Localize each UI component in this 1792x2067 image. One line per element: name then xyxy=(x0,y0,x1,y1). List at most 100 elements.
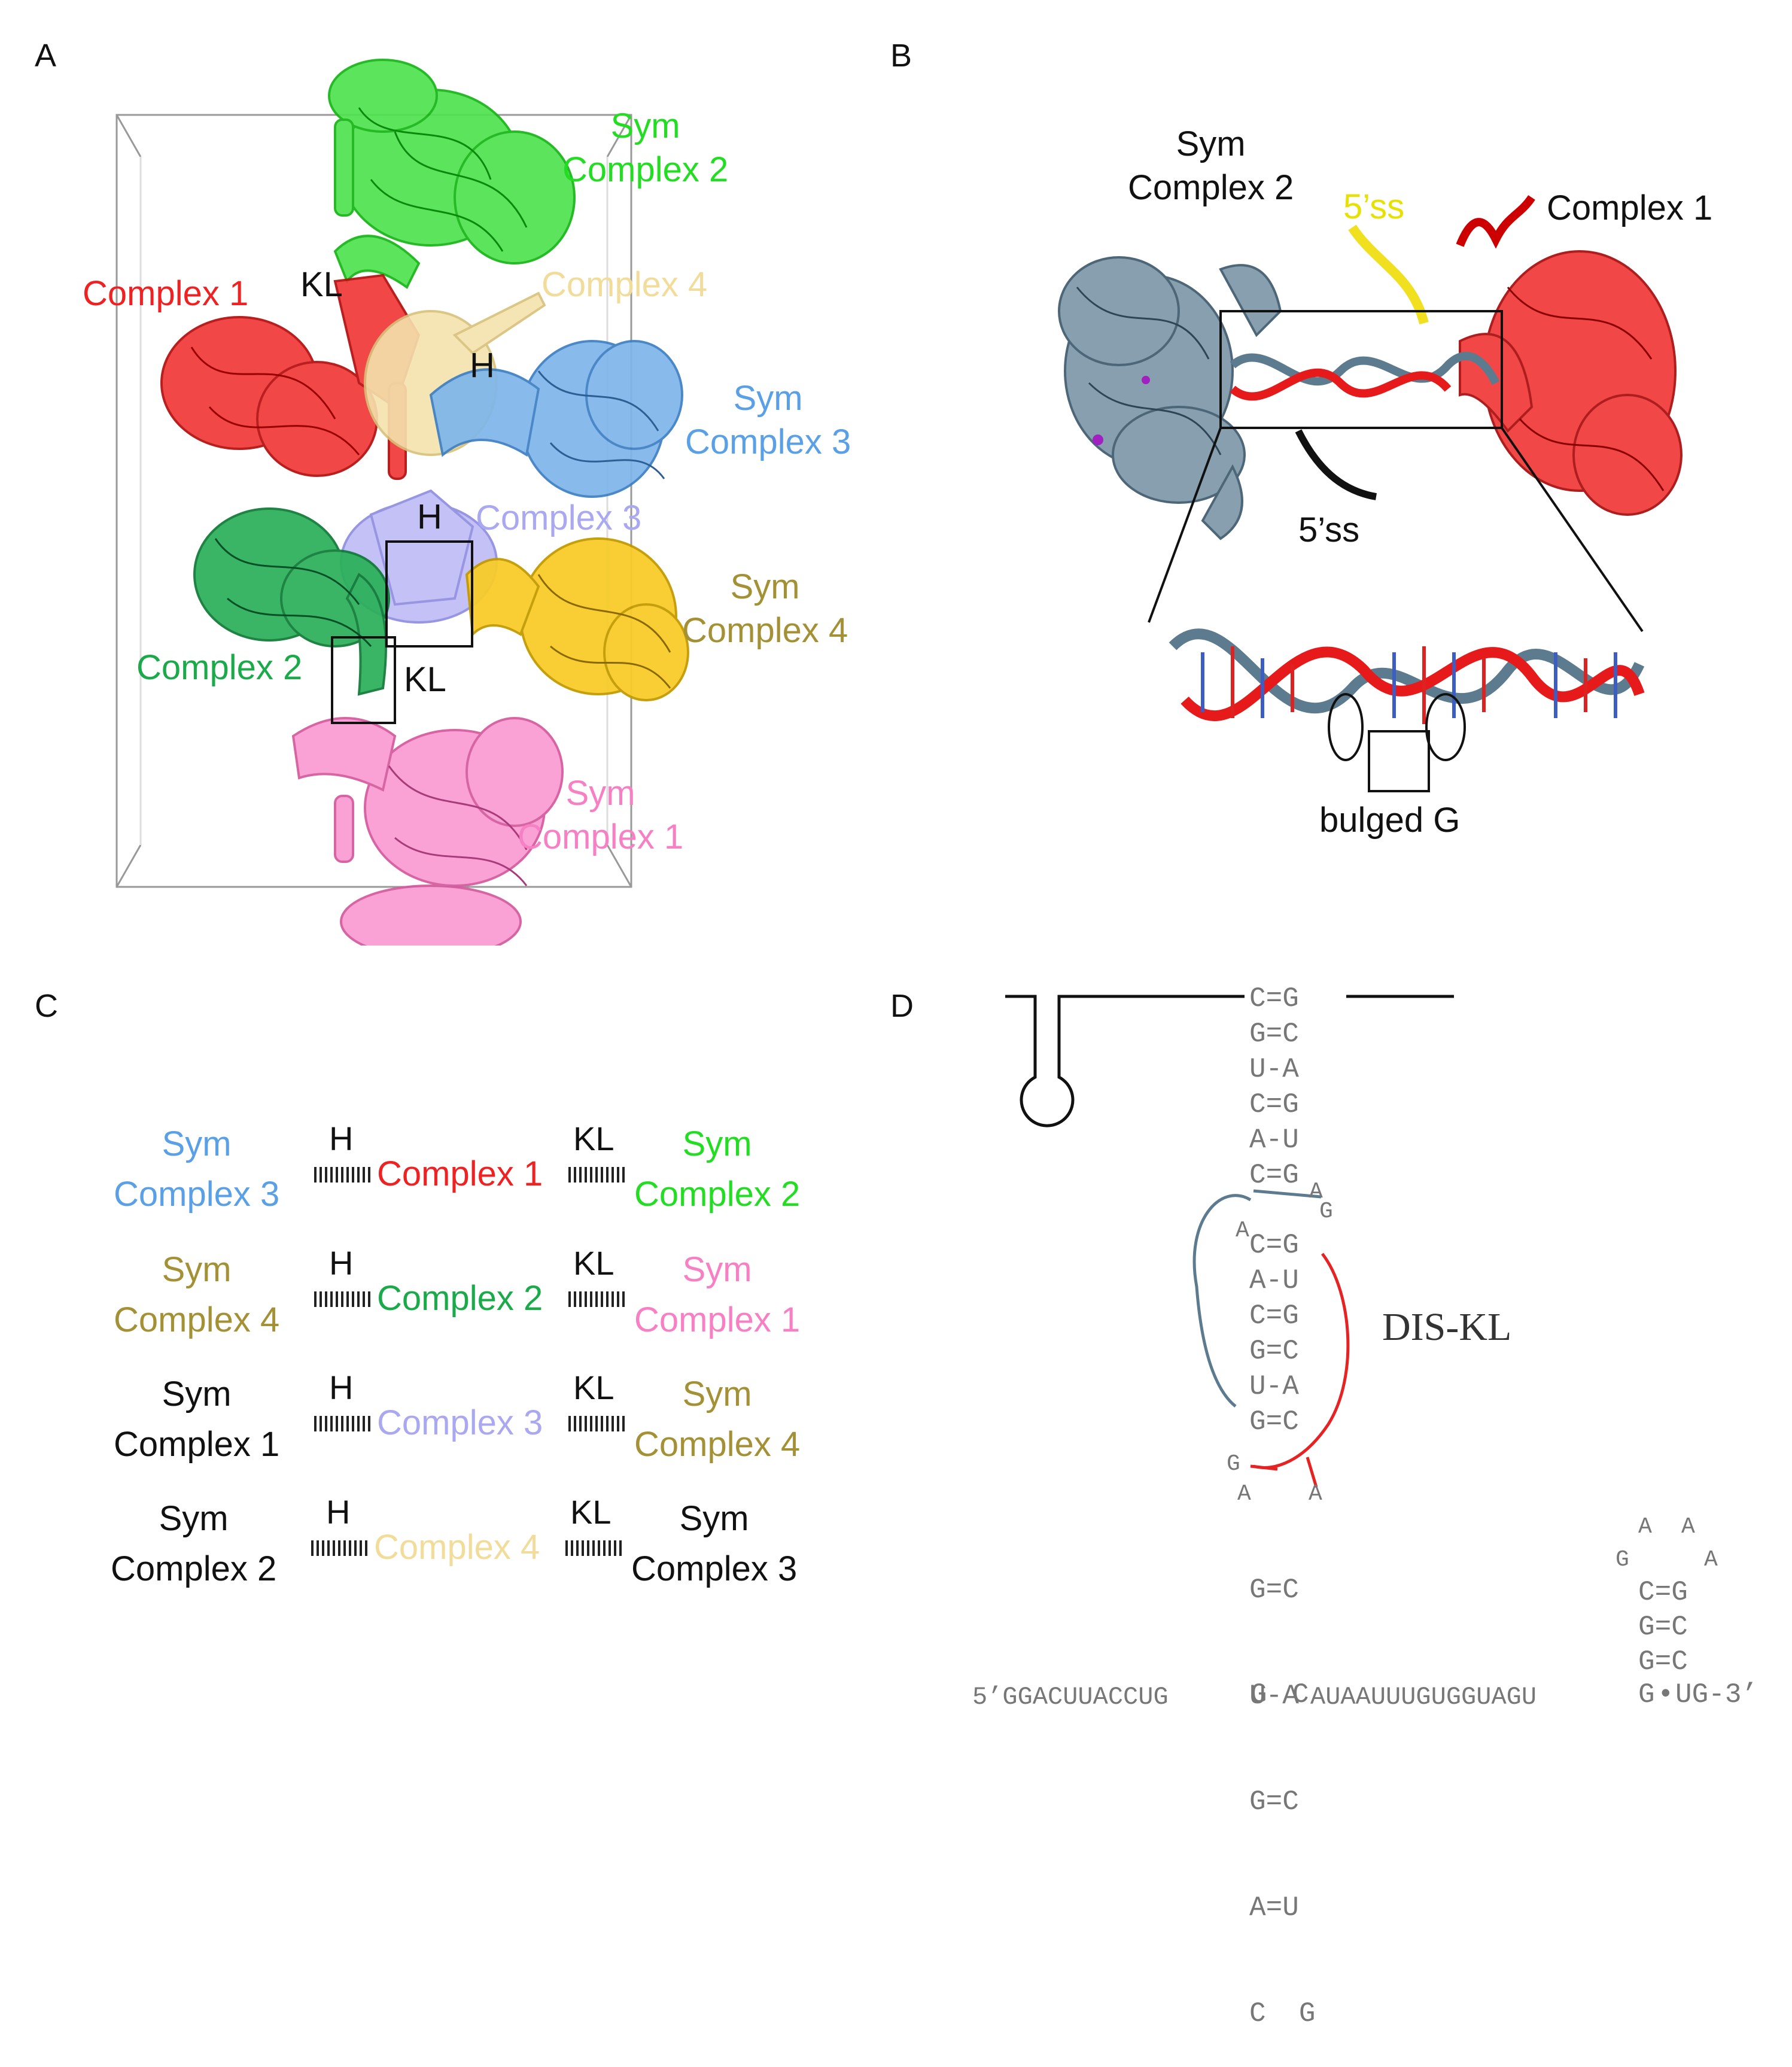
c-row3-kl-dash xyxy=(568,1416,625,1431)
c-row2-left: Sym Complex 4 xyxy=(114,1245,279,1345)
sym-complex3-blob xyxy=(429,340,683,498)
label-b-5ss-bottom: 5’ss xyxy=(1298,510,1360,549)
d-hairpin-pairs: C=G G=C G=C xyxy=(1638,1575,1688,1679)
d-bulge-a-right: A xyxy=(1309,1179,1323,1205)
c-row3-kl: KL xyxy=(573,1369,614,1406)
complex1-blob xyxy=(160,273,421,480)
panel-d-lines xyxy=(1005,995,1454,1488)
d-g-left: G xyxy=(1227,1451,1240,1477)
c-row4-left-line1: Sym xyxy=(159,1499,229,1538)
d-lower-pair-5: C G xyxy=(1249,1998,1316,2029)
d-stem-pairs: C=G G=C U-A C=G A-U C=G xyxy=(1249,981,1299,1193)
label-a-kl-mid: KL xyxy=(404,660,446,699)
label-a-sym-complex2-line2: Complex 2 xyxy=(562,150,729,189)
label-a-sym-complex3-line1: Sym xyxy=(733,379,803,418)
c-row4-h: H xyxy=(326,1493,351,1531)
c-row4-right-line1: Sym xyxy=(679,1499,749,1538)
c-row3-center: Complex 3 xyxy=(377,1403,543,1442)
c-row3-right: Sym Complex 4 xyxy=(634,1369,800,1470)
c-row4-center: Complex 4 xyxy=(374,1528,540,1567)
d-sequence-left: 5’GGACUUACCUG xyxy=(972,1683,1169,1712)
label-a-sym-complex1-line2: Complex 1 xyxy=(518,817,684,856)
d-pair-5: A-U xyxy=(1249,1124,1299,1156)
d-lower-pair-3: G=C xyxy=(1249,1786,1299,1817)
c-row4-right-line2: Complex 3 xyxy=(631,1549,798,1589)
d-hairpin-g: G xyxy=(1615,1547,1629,1573)
d-loop-pair-2: A-U xyxy=(1249,1265,1299,1296)
c-row3-h-dash xyxy=(314,1416,371,1431)
d-g-junction: G xyxy=(1251,1679,1267,1710)
d-pair-1: C=G xyxy=(1249,983,1299,1014)
c-row3-right-line2: Complex 4 xyxy=(634,1425,801,1464)
d-dis-kl-label: DIS-KL xyxy=(1382,1305,1512,1349)
d-hairpin-pair-1: C=G xyxy=(1638,1577,1688,1608)
d-g-end: G xyxy=(1638,1679,1655,1710)
d-c-junction: C xyxy=(1292,1679,1309,1710)
d-hairpin-a2: A xyxy=(1681,1514,1695,1540)
d-loop-pair-3: C=G xyxy=(1249,1300,1299,1332)
c-row4-left-line2: Complex 2 xyxy=(111,1549,277,1589)
label-a-sym-complex2-line1: Sym xyxy=(610,107,680,145)
d-aa-left: A xyxy=(1237,1481,1251,1507)
label-b-complex1: Complex 1 xyxy=(1547,189,1713,227)
d-aa-right: A xyxy=(1309,1481,1322,1507)
d-loop-pair-1: C=G xyxy=(1249,1230,1299,1261)
label-a-sym-complex3-line2: Complex 3 xyxy=(685,422,851,461)
c-row4-left: Sym Complex 2 xyxy=(111,1494,276,1594)
c-row2-kl-dash xyxy=(568,1291,625,1307)
label-b-sym-complex2-line1: Sym xyxy=(1176,124,1246,163)
d-loop-pair-5: U-A xyxy=(1249,1371,1299,1402)
c-row1-left-line2: Complex 3 xyxy=(114,1175,280,1214)
label-a-sym-complex4-line1: Sym xyxy=(730,567,800,606)
d-lower-pair-1: G=C xyxy=(1249,1574,1299,1606)
c-row4-right: Sym Complex 3 xyxy=(631,1494,797,1594)
c-row1-left: Sym Complex 3 xyxy=(114,1119,279,1220)
label-a-sym-complex1-line1: Sym xyxy=(565,774,635,813)
d-lower-pair-2: U-A xyxy=(1249,1680,1299,1712)
d-pair-2: G=C xyxy=(1249,1019,1299,1050)
d-pair-4: C=G xyxy=(1249,1089,1299,1120)
label-b-bulged-g: bulged G xyxy=(1319,801,1461,840)
d-loop-pairs: C=G A-U C=G G=C U-A G=C xyxy=(1249,1228,1299,1440)
c-row1-left-line1: Sym xyxy=(162,1124,232,1163)
c-row4-h-dash xyxy=(311,1540,368,1556)
label-b-sym-complex2: Sym Complex 2 xyxy=(1128,123,1294,209)
d-hairpin-pair-3: G=C xyxy=(1638,1646,1688,1677)
c-row3-right-line1: Sym xyxy=(682,1375,752,1414)
c-row2-center: Complex 2 xyxy=(377,1279,543,1318)
panel-label-b: B xyxy=(890,38,912,74)
c-row2-h: H xyxy=(329,1244,354,1282)
label-a-sym-complex4: Sym Complex 4 xyxy=(682,566,848,652)
d-pair-3: U-A xyxy=(1249,1054,1299,1085)
c-row3-h: H xyxy=(329,1369,354,1406)
d-lower-pair-4: A=U xyxy=(1249,1892,1299,1923)
d-dot: • xyxy=(1657,1679,1674,1710)
c-row2-kl: KL xyxy=(573,1244,614,1282)
sym-complex4-blob xyxy=(465,537,689,701)
c-row1-right-line2: Complex 2 xyxy=(634,1175,801,1214)
c-row3-left-line1: Sym xyxy=(162,1375,232,1414)
label-a-sym-complex2: Sym Complex 2 xyxy=(562,105,728,191)
d-pair-6: C=G xyxy=(1249,1160,1299,1191)
label-a-kl-top: KL xyxy=(300,265,343,304)
label-a-sym-complex3: Sym Complex 3 xyxy=(685,377,851,464)
dimer-zoom-box xyxy=(1219,310,1503,429)
c-row2-left-line1: Sym xyxy=(162,1250,232,1289)
panel-b-structure xyxy=(1058,194,1683,792)
c-row1-kl-dash xyxy=(568,1167,625,1183)
label-a-h-top: H xyxy=(470,346,495,385)
label-a-complex3: Complex 3 xyxy=(476,498,642,537)
d-lower-pairs: G=C U-A G=C A=U C G xyxy=(1249,1502,1315,2067)
d-hairpin-a1: A xyxy=(1638,1514,1652,1540)
label-a-sym-complex4-line2: Complex 4 xyxy=(682,610,848,650)
zoomed-duplex xyxy=(1169,628,1645,792)
label-a-complex2: Complex 2 xyxy=(136,648,303,687)
c-row4-kl: KL xyxy=(570,1493,611,1531)
c-row2-h-dash xyxy=(314,1291,371,1307)
c-row1-h-dash xyxy=(314,1167,371,1183)
c-row1-center: Complex 1 xyxy=(377,1154,543,1193)
c-row1-right: Sym Complex 2 xyxy=(634,1119,800,1220)
label-a-complex1: Complex 1 xyxy=(83,274,249,313)
panel-label-c: C xyxy=(35,988,58,1024)
c-row2-left-line2: Complex 4 xyxy=(114,1300,280,1340)
